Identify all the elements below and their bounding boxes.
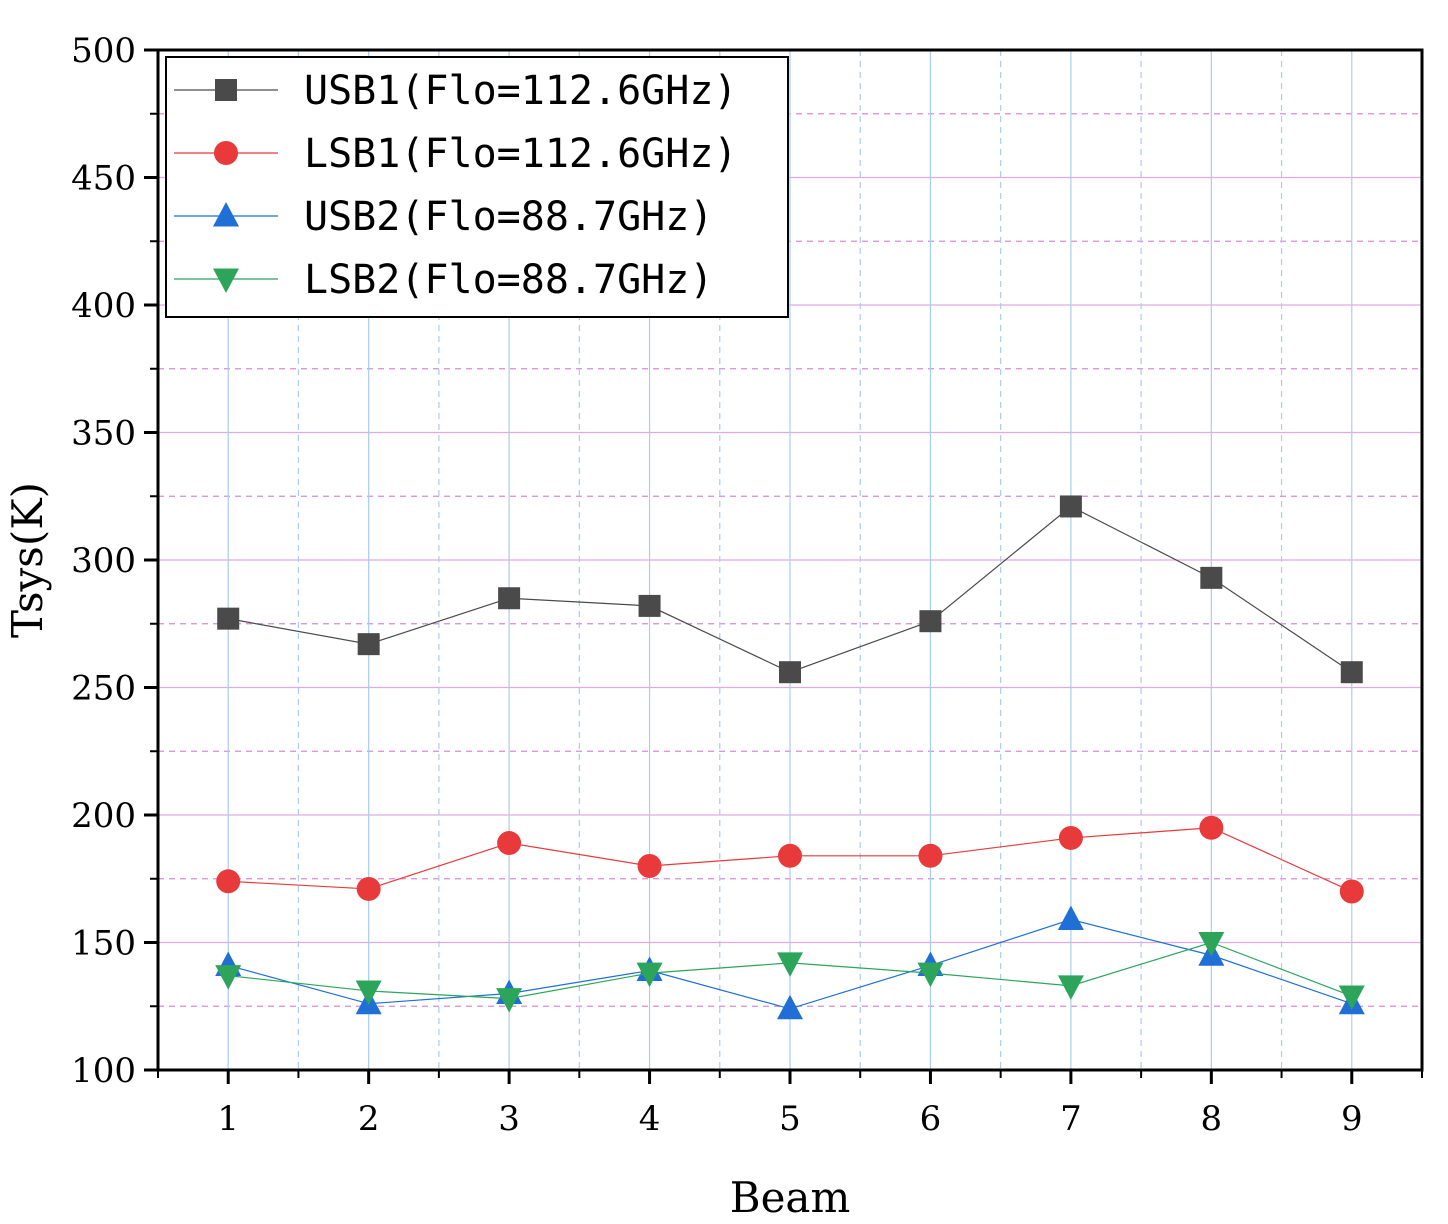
axes: 100 150 200 250 300 350 400 450 500 1 2 3 4 5 6 7 8 9	[71, 31, 1424, 1139]
series-1	[217, 495, 1363, 684]
x-tick-label: 7	[1060, 1099, 1082, 1139]
data-point-square	[779, 661, 801, 684]
y-tick-label: 500	[71, 31, 136, 71]
data-point-triangle-down	[1198, 932, 1225, 957]
data-point-circle	[497, 831, 522, 856]
data-point-triangle-down	[636, 962, 663, 988]
data-point-triangle-up	[1057, 905, 1084, 931]
data-point-triangle-down	[1338, 985, 1365, 1011]
series-2	[216, 815, 1364, 904]
data-point-square	[357, 633, 380, 656]
data-point-triangle-down	[215, 965, 242, 990]
data-point-square	[1059, 495, 1082, 518]
x-axis-title: Beam	[730, 1173, 851, 1222]
data-point-circle	[637, 854, 662, 878]
y-axis-title: Tsys(K)	[3, 482, 52, 638]
legend-box	[165, 56, 789, 318]
series-layer	[215, 495, 1365, 1020]
legend: USB1(Flo=112.6GHz) LSB1(Flo=112.6GHz) USB2…	[165, 56, 789, 318]
data-point-circle	[918, 843, 943, 868]
data-point-circle	[778, 843, 802, 868]
legend-item-4: LSB2(Flo=88.7GHz)	[174, 257, 713, 303]
x-tick-label: 1	[217, 1099, 239, 1139]
legend-item-1: USB1(Flo=112.6GHz)	[174, 68, 737, 114]
x-tick-label: 6	[920, 1099, 942, 1139]
data-point-triangle-down	[917, 962, 944, 988]
data-point-square	[217, 607, 240, 630]
legend-item-3: USB2(Flo=88.7GHz)	[174, 194, 713, 240]
data-point-circle	[356, 876, 381, 901]
y-tick-label: 250	[71, 669, 136, 709]
data-point-triangle-up	[213, 202, 239, 227]
x-tick-label: 2	[358, 1099, 380, 1139]
data-point-square	[638, 594, 661, 617]
data-point-square	[1340, 661, 1363, 684]
data-point-circle	[1339, 879, 1364, 904]
x-tick-label: 5	[779, 1099, 801, 1139]
data-point-triangle-down	[1057, 975, 1084, 1000]
series-4	[215, 932, 1365, 1013]
legend-label: USB2(Flo=88.7GHz)	[304, 194, 713, 240]
data-point-square	[919, 610, 942, 633]
data-point-square	[498, 587, 521, 610]
data-point-circle	[216, 869, 241, 894]
legend-item-2: LSB1(Flo=112.6GHz)	[174, 131, 737, 177]
y-tick-label: 100	[71, 1051, 136, 1091]
data-point-triangle-down	[213, 268, 239, 293]
y-tick-label: 450	[71, 159, 136, 199]
data-point-square	[215, 79, 237, 101]
y-tick-label: 300	[71, 541, 136, 581]
x-tick-label: 4	[639, 1099, 661, 1139]
data-point-triangle-down	[355, 980, 382, 1005]
y-tick-label: 350	[71, 414, 136, 454]
legend-label: USB1(Flo=112.6GHz)	[304, 68, 737, 114]
data-point-circle	[1058, 825, 1083, 850]
y-tick-label: 200	[71, 796, 136, 836]
data-point-circle	[1199, 815, 1224, 840]
y-tick-label: 150	[71, 924, 136, 964]
data-point-circle	[214, 141, 238, 165]
y-tick-label: 400	[71, 286, 136, 326]
data-point-triangle-down	[496, 988, 523, 1013]
x-tick-label: 3	[498, 1099, 520, 1139]
legend-label: LSB2(Flo=88.7GHz)	[304, 257, 713, 303]
x-tick-label: 9	[1341, 1099, 1363, 1139]
legend-label: LSB1(Flo=112.6GHz)	[304, 131, 737, 177]
data-point-triangle-up	[777, 994, 803, 1020]
data-point-triangle-down	[777, 952, 803, 977]
x-tick-label: 8	[1201, 1099, 1223, 1139]
data-point-square	[1200, 566, 1223, 589]
